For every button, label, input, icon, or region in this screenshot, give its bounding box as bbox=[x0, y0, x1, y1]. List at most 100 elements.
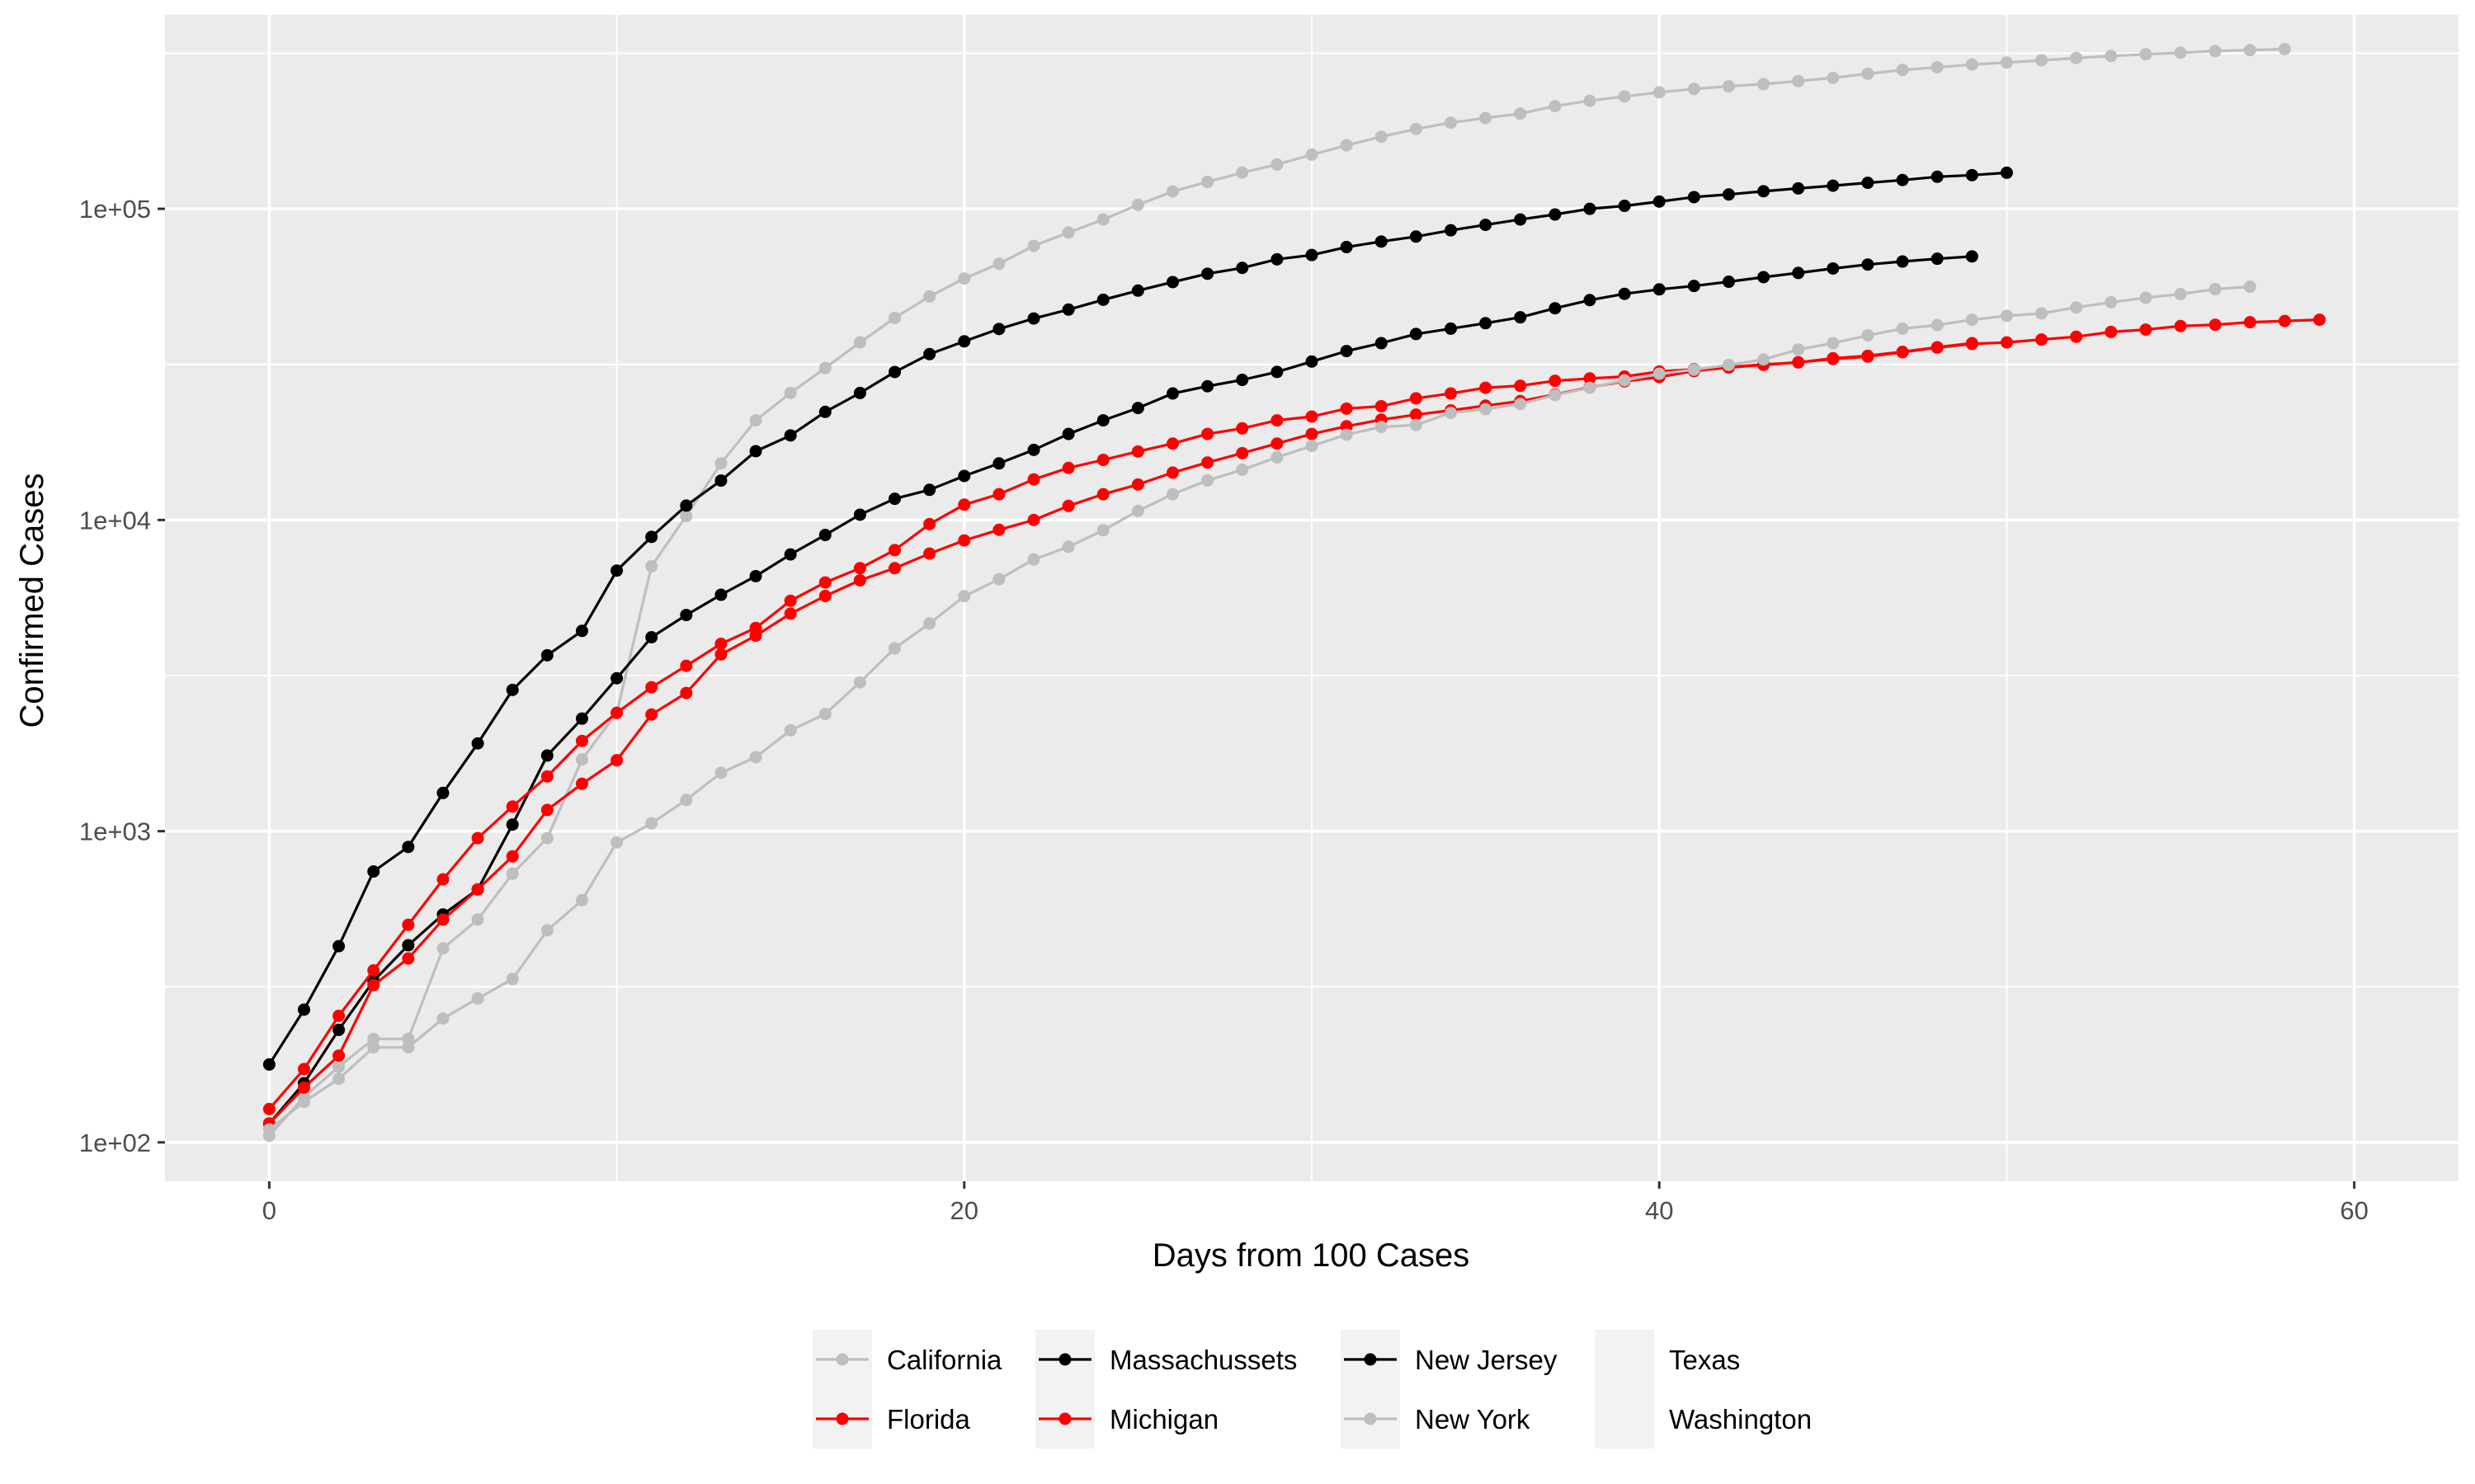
data-point-new-jersey bbox=[1062, 303, 1075, 316]
data-point-california bbox=[471, 992, 484, 1005]
data-point-new-york bbox=[1479, 111, 1492, 125]
data-point-massachussets bbox=[1479, 317, 1492, 330]
data-point-california bbox=[2243, 280, 2256, 294]
data-point-florida bbox=[297, 1081, 310, 1094]
data-point-new-jersey bbox=[818, 405, 832, 418]
y-tick-label: 1e+04 bbox=[79, 506, 151, 535]
data-point-new-jersey bbox=[1374, 235, 1388, 248]
data-point-massachussets bbox=[1514, 311, 1527, 324]
y-tick-label: 1e+03 bbox=[79, 817, 151, 846]
data-point-michigan bbox=[2243, 316, 2256, 329]
data-point-new-york bbox=[1096, 213, 1110, 226]
data-point-california bbox=[1409, 418, 1422, 431]
data-point-new-york bbox=[818, 361, 832, 375]
data-point-california bbox=[1479, 403, 1492, 416]
data-point-massachussets bbox=[1444, 322, 1457, 335]
data-point-michigan bbox=[853, 562, 866, 575]
data-point-california bbox=[1618, 374, 1631, 387]
data-point-michigan bbox=[1096, 454, 1110, 467]
data-point-michigan bbox=[1236, 422, 1249, 435]
data-point-new-york bbox=[1965, 58, 1978, 71]
data-point-new-jersey bbox=[1305, 248, 1318, 261]
data-point-florida bbox=[958, 534, 971, 547]
data-point-new-york bbox=[471, 913, 484, 926]
legend-key-point bbox=[1364, 1353, 1377, 1366]
data-point-florida bbox=[367, 978, 380, 992]
data-point-california bbox=[1827, 337, 1840, 350]
data-point-massachussets bbox=[1027, 443, 1040, 456]
data-point-massachussets bbox=[1652, 283, 1666, 296]
data-point-massachussets bbox=[1270, 365, 1284, 379]
data-point-california bbox=[714, 766, 728, 780]
data-point-new-jersey bbox=[1757, 185, 1770, 198]
legend-key bbox=[1595, 1330, 1654, 1389]
data-point-florida bbox=[680, 686, 693, 700]
data-point-new-jersey bbox=[992, 323, 1006, 336]
data-point-new-york bbox=[889, 311, 902, 324]
data-point-new-york bbox=[540, 832, 554, 845]
data-point-new-jersey bbox=[1409, 230, 1422, 243]
series-massachussets bbox=[262, 250, 1978, 1130]
data-point-new-jersey bbox=[1722, 188, 1735, 201]
data-point-california bbox=[1757, 353, 1770, 366]
y-tick-label: 1e+05 bbox=[79, 195, 151, 224]
data-point-california bbox=[992, 572, 1006, 586]
data-point-florida bbox=[923, 547, 936, 560]
data-point-california bbox=[1374, 421, 1388, 434]
data-point-california bbox=[1201, 473, 1214, 487]
legend-item-new-jersey: New Jersey bbox=[1341, 1330, 1558, 1389]
legend: California Florida Massachussets Michigan Ne… bbox=[813, 1330, 1812, 1449]
data-point-massachussets bbox=[540, 749, 554, 762]
data-point-michigan bbox=[958, 498, 971, 511]
x-axis-ticks: 0 20 40 60 bbox=[262, 1181, 2369, 1225]
data-point-michigan bbox=[2105, 325, 2118, 338]
data-point-new-jersey bbox=[436, 786, 450, 799]
data-point-michigan bbox=[749, 621, 762, 634]
data-point-michigan bbox=[818, 576, 832, 589]
data-point-florida bbox=[332, 1049, 346, 1062]
x-tick-label: 20 bbox=[950, 1196, 978, 1225]
data-point-massachussets bbox=[1062, 427, 1075, 440]
data-point-california bbox=[1514, 398, 1527, 411]
data-point-michigan bbox=[1827, 352, 1840, 365]
data-point-massachussets bbox=[1340, 345, 1353, 358]
data-point-michigan bbox=[332, 1010, 346, 1023]
data-point-massachussets bbox=[1757, 271, 1770, 284]
data-point-michigan bbox=[1896, 346, 1909, 359]
data-point-new-york bbox=[1409, 122, 1422, 135]
data-point-new-jersey bbox=[2000, 166, 2013, 179]
data-point-new-york bbox=[1167, 185, 1180, 198]
data-point-new-york bbox=[1305, 148, 1318, 161]
data-point-california bbox=[1027, 553, 1040, 566]
data-point-california bbox=[1896, 322, 1909, 335]
legend-key-point bbox=[836, 1412, 849, 1425]
data-point-michigan bbox=[2139, 323, 2152, 337]
data-point-california bbox=[2035, 307, 2048, 320]
data-point-california bbox=[1096, 524, 1110, 537]
series-new-york bbox=[262, 43, 2291, 1142]
data-point-michigan bbox=[680, 659, 693, 672]
data-point-new-york bbox=[1687, 82, 1700, 96]
data-point-florida bbox=[575, 777, 588, 790]
data-point-california bbox=[262, 1123, 276, 1136]
data-point-new-york bbox=[2243, 44, 2256, 57]
data-point-massachussets bbox=[1687, 280, 1700, 293]
data-point-new-york bbox=[1652, 86, 1666, 99]
data-point-michigan bbox=[2070, 330, 2083, 343]
data-point-florida bbox=[540, 803, 554, 817]
legend-item-washington: Washington bbox=[1595, 1389, 1812, 1449]
data-point-michigan bbox=[992, 488, 1006, 501]
data-point-michigan bbox=[297, 1062, 310, 1076]
data-point-new-jersey bbox=[262, 1058, 276, 1071]
data-point-new-jersey bbox=[784, 429, 797, 442]
data-point-michigan bbox=[1549, 375, 1562, 388]
legend-label: Massachussets bbox=[1110, 1345, 1297, 1375]
data-point-california bbox=[2139, 291, 2152, 304]
data-point-michigan bbox=[1514, 379, 1527, 393]
data-point-new-jersey bbox=[645, 530, 658, 544]
data-point-michigan bbox=[1340, 402, 1353, 415]
x-tick-label: 40 bbox=[1645, 1196, 1673, 1225]
data-point-new-york bbox=[1827, 71, 1840, 84]
data-point-new-jersey bbox=[1236, 261, 1249, 275]
data-point-new-jersey bbox=[714, 474, 728, 488]
